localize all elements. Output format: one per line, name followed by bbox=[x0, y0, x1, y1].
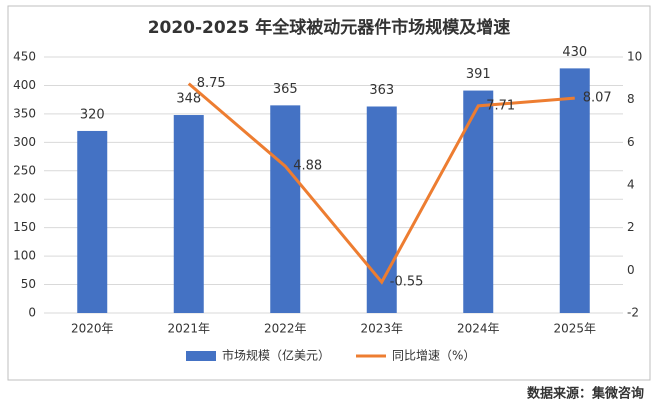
y-tick-label: 250 bbox=[13, 163, 36, 177]
bar-value-label: 348 bbox=[176, 92, 201, 107]
bar bbox=[366, 106, 397, 313]
bar-value-label: 391 bbox=[466, 67, 491, 82]
bar-value-label: 365 bbox=[273, 82, 298, 97]
y-tick-label: 50 bbox=[21, 277, 36, 291]
y-tick-label: 100 bbox=[13, 249, 36, 263]
y-tick-label: 0 bbox=[28, 306, 36, 320]
y2-tick-label: 10 bbox=[627, 50, 642, 64]
y2-tick-label: 4 bbox=[627, 178, 635, 192]
y2-tick-label: -2 bbox=[627, 306, 639, 320]
y-tick-label: 350 bbox=[13, 106, 36, 120]
bar-value-label: 430 bbox=[562, 45, 587, 60]
x-tick-label: 2025年 bbox=[553, 322, 596, 336]
y-tick-label: 150 bbox=[13, 220, 36, 234]
y-tick-label: 450 bbox=[13, 50, 36, 64]
line-value-label: 8.75 bbox=[197, 76, 226, 91]
x-tick-label: 2021年 bbox=[167, 322, 210, 336]
legend-swatch bbox=[186, 351, 216, 361]
bar-value-label: 363 bbox=[369, 83, 394, 98]
x-tick-label: 2022年 bbox=[264, 322, 307, 336]
line-value-label: 8.07 bbox=[583, 91, 612, 106]
bar bbox=[173, 115, 204, 313]
y2-tick-label: 0 bbox=[627, 263, 635, 277]
chart-frame bbox=[7, 5, 651, 381]
bar bbox=[77, 130, 108, 313]
x-tick-label: 2020年 bbox=[71, 322, 114, 336]
line-value-label: -0.55 bbox=[390, 275, 424, 290]
y-tick-label: 200 bbox=[13, 192, 36, 206]
y-tick-label: 300 bbox=[13, 135, 36, 149]
legend-label: 同比增速（%） bbox=[392, 349, 475, 363]
bar bbox=[559, 68, 590, 313]
bar-value-label: 320 bbox=[80, 107, 105, 122]
bar bbox=[463, 90, 494, 313]
x-tick-label: 2024年 bbox=[457, 322, 500, 336]
line-value-label: 4.88 bbox=[293, 159, 322, 174]
legend-label: 市场规模（亿美元） bbox=[222, 348, 330, 363]
line-value-label: 7.71 bbox=[486, 98, 515, 113]
y2-tick-label: 2 bbox=[627, 220, 635, 234]
y2-tick-label: 8 bbox=[627, 92, 635, 106]
chart-title: 2020-2025 年全球被动元器件市场规模及增速 bbox=[148, 17, 511, 38]
bar bbox=[270, 105, 301, 313]
source-note: 数据来源：集微咨询 bbox=[527, 386, 644, 402]
x-tick-label: 2023年 bbox=[360, 322, 403, 336]
y-tick-label: 400 bbox=[13, 78, 36, 92]
y2-tick-label: 6 bbox=[627, 135, 635, 149]
line bbox=[187, 82, 575, 285]
